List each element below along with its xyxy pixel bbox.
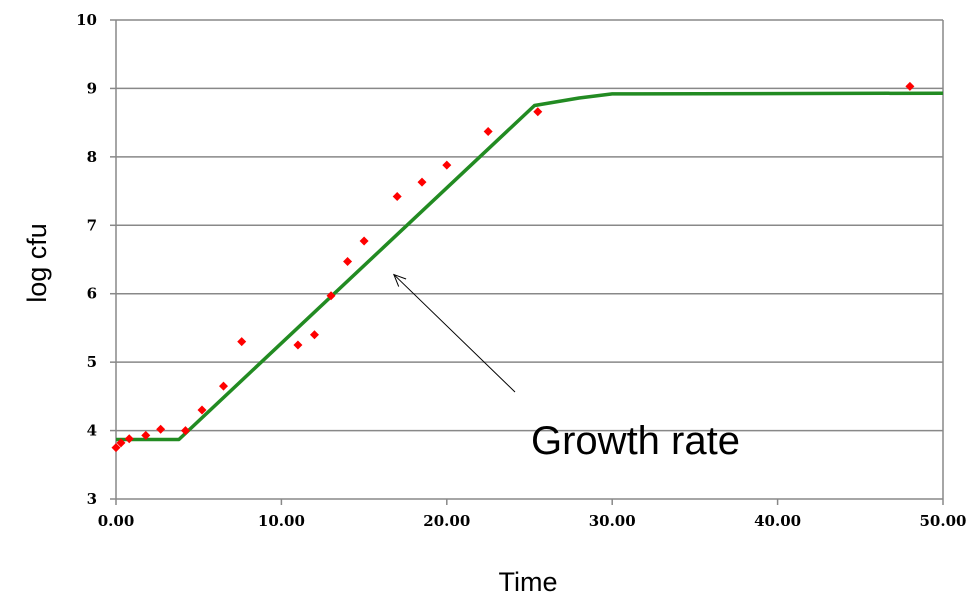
x-axis-title: Time: [499, 567, 558, 597]
y-tick-label: 7: [87, 216, 97, 234]
annotation-arrow-shaft: [393, 274, 516, 393]
y-ticks: 3 4 5 6 7 8 9 10: [76, 11, 116, 508]
data-point: [219, 381, 229, 391]
gridlines: [116, 19, 943, 432]
y-axis-title: log cfu: [22, 223, 52, 303]
data-point: [392, 192, 402, 202]
x-tick-label: 10.00: [258, 512, 305, 530]
y-tick-label: 4: [87, 422, 97, 440]
data-points: [111, 81, 915, 453]
x-tick-label: 30.00: [589, 512, 636, 530]
data-point: [309, 330, 319, 340]
data-point: [293, 340, 303, 350]
data-point: [124, 434, 134, 444]
data-point: [343, 257, 353, 267]
x-tick-label: 50.00: [920, 512, 967, 530]
y-tick-label: 5: [87, 353, 97, 371]
fitted-growth-line: [116, 91, 944, 442]
data-point: [326, 291, 336, 301]
data-point: [533, 107, 543, 117]
y-tick-label: 8: [87, 148, 97, 166]
y-tick-label: 9: [87, 79, 97, 97]
data-point: [417, 177, 427, 187]
x-tick-label: 40.00: [754, 512, 801, 530]
y-tick-label: 10: [76, 11, 97, 29]
annotation-arrow-head: [392, 273, 407, 287]
data-point: [442, 160, 452, 170]
data-point: [359, 236, 369, 246]
data-point: [237, 337, 247, 347]
data-point: [483, 127, 493, 137]
y-tick-label: 3: [87, 490, 97, 508]
x-tick-label: 0.00: [98, 512, 135, 530]
data-point: [141, 430, 151, 440]
x-ticks: 0.00 10.00 20.00 30.00 40.00 50.00: [98, 499, 967, 530]
data-point: [111, 443, 121, 453]
plot-area: [116, 20, 943, 499]
data-point: [905, 81, 915, 91]
annotation-label: Growth rate: [531, 419, 740, 463]
growth-rate-annotation: Growth rate: [392, 273, 740, 463]
y-tick-label: 6: [87, 285, 97, 303]
x-tick-label: 20.00: [423, 512, 470, 530]
data-point: [116, 438, 126, 448]
data-point: [180, 426, 190, 436]
data-point: [156, 424, 166, 434]
data-point: [197, 405, 207, 415]
